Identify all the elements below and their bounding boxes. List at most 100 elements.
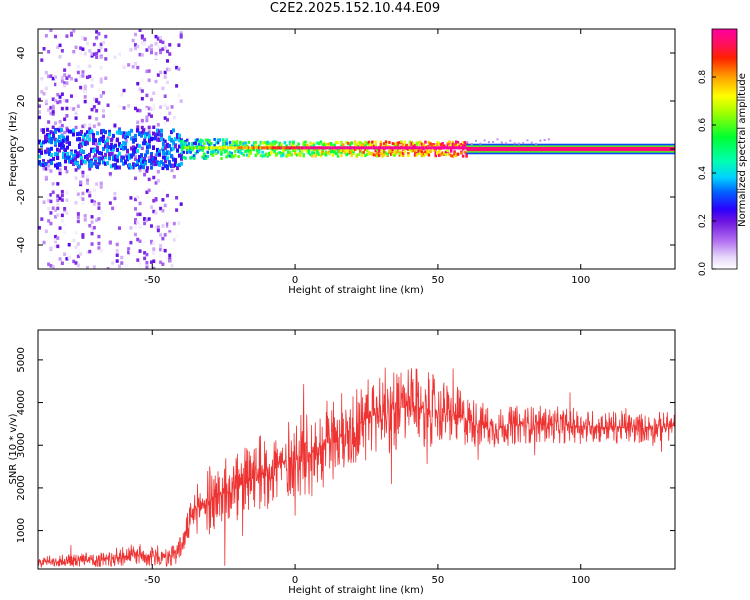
heatmap-cell xyxy=(420,146,424,150)
heatmap-cell xyxy=(97,45,101,50)
heatmap-cell xyxy=(223,149,227,153)
heatmap-cell xyxy=(179,202,183,206)
heatmap-cell xyxy=(311,146,314,150)
heatmap-cell xyxy=(72,259,76,264)
heatmap-cell xyxy=(161,248,165,252)
heatmap-cell xyxy=(252,148,256,152)
heatmap-cell xyxy=(83,86,87,91)
heatmap-cell xyxy=(331,153,335,157)
heatmap-cell xyxy=(419,149,422,153)
heatmap-cell xyxy=(161,147,165,152)
heatmap-cell xyxy=(194,141,198,145)
heatmap-cell xyxy=(403,140,407,144)
heatmap-cell xyxy=(49,158,53,163)
heatmap-cell xyxy=(149,161,153,166)
heatmap-cell xyxy=(133,220,137,225)
heatmap-cell xyxy=(44,175,48,180)
heatmap-cell xyxy=(149,213,153,217)
heatmap-cell xyxy=(138,212,142,217)
heatmap-cell xyxy=(175,208,179,212)
heatmap-cell xyxy=(384,144,388,148)
heatmap-cell xyxy=(305,149,309,153)
heatmap-cell xyxy=(323,146,326,150)
heatmap-cell xyxy=(335,146,338,150)
heatmap-cell xyxy=(295,153,299,157)
heatmap-cell xyxy=(60,79,64,83)
heatmap-cell xyxy=(138,108,142,113)
heatmap-cell xyxy=(184,142,187,146)
heatmap-cell xyxy=(125,149,129,154)
heatmap-cell xyxy=(117,264,121,269)
heatmap-cell xyxy=(377,146,381,150)
heatmap-cell xyxy=(328,150,331,154)
heatmap-cell xyxy=(88,167,92,171)
heatmap-cell xyxy=(321,152,324,156)
heatmap-cell xyxy=(407,154,410,158)
heatmap-cell xyxy=(129,240,133,245)
heatmap-cell xyxy=(81,141,85,146)
heatmap-cell xyxy=(83,159,87,164)
heatmap-cell xyxy=(60,189,64,194)
heatmap-cell xyxy=(111,147,115,152)
heatmap-cell xyxy=(448,152,451,156)
heatmap-cell xyxy=(451,146,455,150)
heatmap-cell xyxy=(88,134,92,139)
heatmap-cell xyxy=(338,147,342,151)
heatmap-cell xyxy=(177,153,181,158)
heatmap-cell xyxy=(299,149,302,153)
heatmap-cell xyxy=(154,51,158,56)
heatmap-cell xyxy=(79,148,83,153)
heatmap-cell xyxy=(69,129,73,134)
heatmap-cell xyxy=(348,144,352,148)
heatmap-cell xyxy=(39,150,43,155)
heatmap-cell xyxy=(427,150,431,154)
heatmap-cell xyxy=(157,152,161,157)
heatmap-cell xyxy=(194,138,198,142)
heatmap-cell xyxy=(45,133,49,138)
heatmap-cell xyxy=(109,152,113,157)
heatmap-cell xyxy=(216,150,220,154)
heatmap-cell xyxy=(359,144,362,148)
heatmap-cell xyxy=(292,146,295,150)
heatmap-cell xyxy=(97,217,101,221)
heatmap-cell xyxy=(225,149,228,153)
heatmap-cell xyxy=(371,152,374,156)
y-tick-label: 5000 xyxy=(16,347,27,372)
heatmap-cell xyxy=(97,234,101,239)
heatmap-cell xyxy=(149,158,153,163)
heatmap-cell xyxy=(104,57,108,61)
heatmap-cell xyxy=(90,231,94,236)
heatmap-cell xyxy=(101,109,105,113)
heatmap-cell xyxy=(359,140,362,144)
heatmap-cell xyxy=(326,146,330,150)
heatmap-cell xyxy=(175,84,179,88)
heatmap-cell xyxy=(307,147,311,151)
heatmap-cell xyxy=(85,128,89,132)
heatmap-cell xyxy=(131,151,135,156)
heatmap-cell xyxy=(71,154,75,159)
heatmap-cell xyxy=(309,146,312,150)
heatmap-cell xyxy=(237,150,240,154)
heatmap-cell xyxy=(56,194,60,198)
heatmap-cell xyxy=(129,226,133,230)
heatmap-cell xyxy=(40,128,44,132)
heatmap-cell xyxy=(38,97,41,102)
heatmap-cell xyxy=(97,202,101,206)
heatmap-cell xyxy=(316,150,319,154)
heatmap-cell xyxy=(381,152,384,156)
heatmap-cell xyxy=(145,115,149,120)
heatmap-cell xyxy=(163,45,167,49)
heatmap-cell xyxy=(400,153,403,157)
heatmap-cell xyxy=(119,131,123,136)
heatmap-cell xyxy=(147,134,151,139)
heatmap-cell xyxy=(425,146,429,150)
heatmap-cell xyxy=(124,139,128,143)
heatmap-cell xyxy=(305,147,309,151)
heatmap-cell xyxy=(155,160,159,165)
heatmap-cell xyxy=(149,205,153,209)
heatmap-cell xyxy=(191,148,194,152)
heatmap-cell xyxy=(81,170,85,175)
heatmap-cell xyxy=(74,245,78,249)
heatmap-cell xyxy=(95,145,99,150)
heatmap-cell xyxy=(239,146,242,150)
